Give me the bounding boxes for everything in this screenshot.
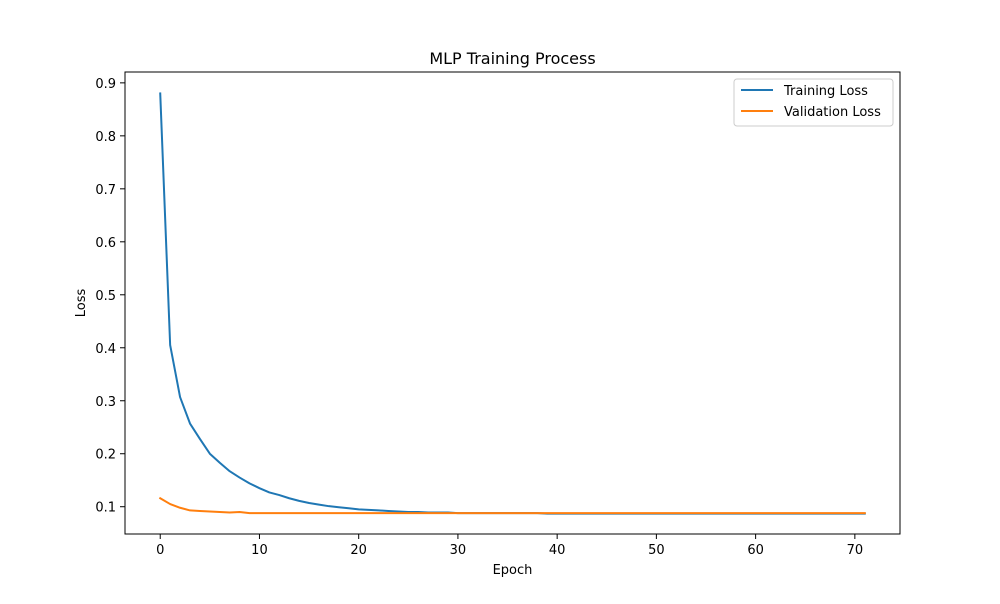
y-tick-label: 0.5: [95, 289, 116, 304]
x-tick-label: 10: [251, 543, 268, 558]
x-tick-label: 0: [156, 543, 164, 558]
y-tick-label: 0.2: [95, 448, 116, 463]
y-tick-label: 0.8: [95, 130, 116, 145]
y-axis-label: Loss: [74, 289, 89, 318]
x-tick-label: 70: [847, 543, 864, 558]
legend-box: [733, 78, 894, 127]
x-tick-label: 50: [648, 543, 665, 558]
x-tick-label: 40: [549, 543, 566, 558]
series-line-validation-loss: [158, 496, 866, 515]
chart-legend: Training Loss Validation Loss: [733, 78, 894, 127]
plot-area-frame: [124, 71, 901, 535]
legend-label: Validation Loss: [784, 105, 881, 120]
x-axis-label: Epoch: [493, 563, 533, 578]
y-tick-label: 0.9: [95, 77, 116, 92]
y-tick-label: 0.6: [95, 236, 116, 251]
legend-label: Training Loss: [783, 84, 868, 99]
y-axis-ticks: 0.1 0.2 0.3 0.4 0.5 0.6 0.7 0.8 0.9: [95, 77, 125, 516]
x-tick-label: 60: [747, 543, 764, 558]
legend-items: Training Loss Validation Loss: [741, 84, 881, 120]
series-layer: [158, 92, 866, 515]
y-tick-label: 0.4: [95, 342, 116, 357]
x-tick-label: 30: [450, 543, 467, 558]
x-axis-ticks: 0 10 20 30 40 50 60 70: [156, 534, 863, 558]
y-tick-label: 0.1: [95, 501, 116, 516]
y-tick-label: 0.7: [95, 183, 116, 198]
x-tick-label: 20: [350, 543, 367, 558]
chart-title: MLP Training Process: [429, 49, 595, 68]
y-tick-label: 0.3: [95, 395, 116, 410]
